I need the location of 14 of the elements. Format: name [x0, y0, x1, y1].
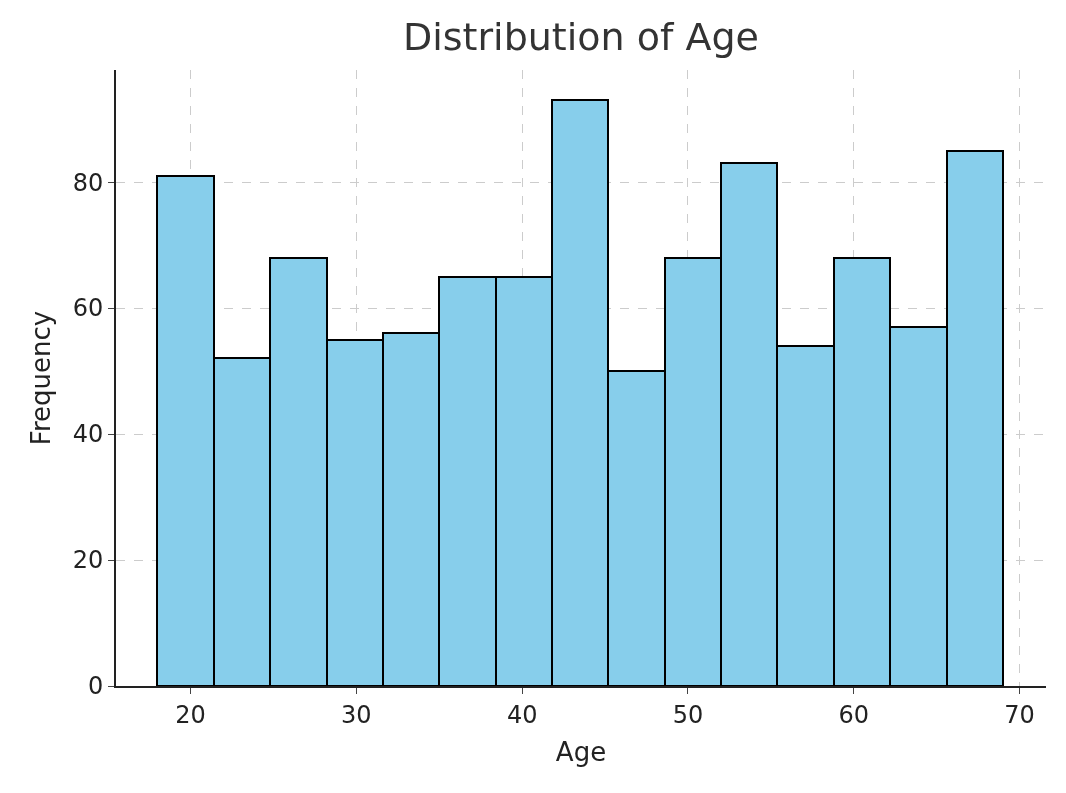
- y-tick-label: 80: [72, 168, 104, 197]
- y-tick-label: 0: [87, 672, 104, 701]
- y-tick-label: 20: [72, 546, 104, 575]
- x-axis-title: Age: [555, 737, 607, 767]
- x-tick-label: 60: [838, 700, 869, 729]
- y-tick-label: 40: [72, 420, 104, 449]
- x-tick-label: 50: [672, 700, 704, 729]
- x-tick-label: 30: [341, 700, 372, 729]
- x-tick-label: 20: [175, 700, 206, 729]
- chart-title: Distribution of Age: [402, 15, 759, 60]
- y-axis-title: Frequency: [25, 310, 56, 446]
- x-tick-label: 40: [506, 700, 538, 729]
- y-tick-label: 60: [72, 294, 104, 323]
- x-tick-label: 70: [1004, 700, 1035, 729]
